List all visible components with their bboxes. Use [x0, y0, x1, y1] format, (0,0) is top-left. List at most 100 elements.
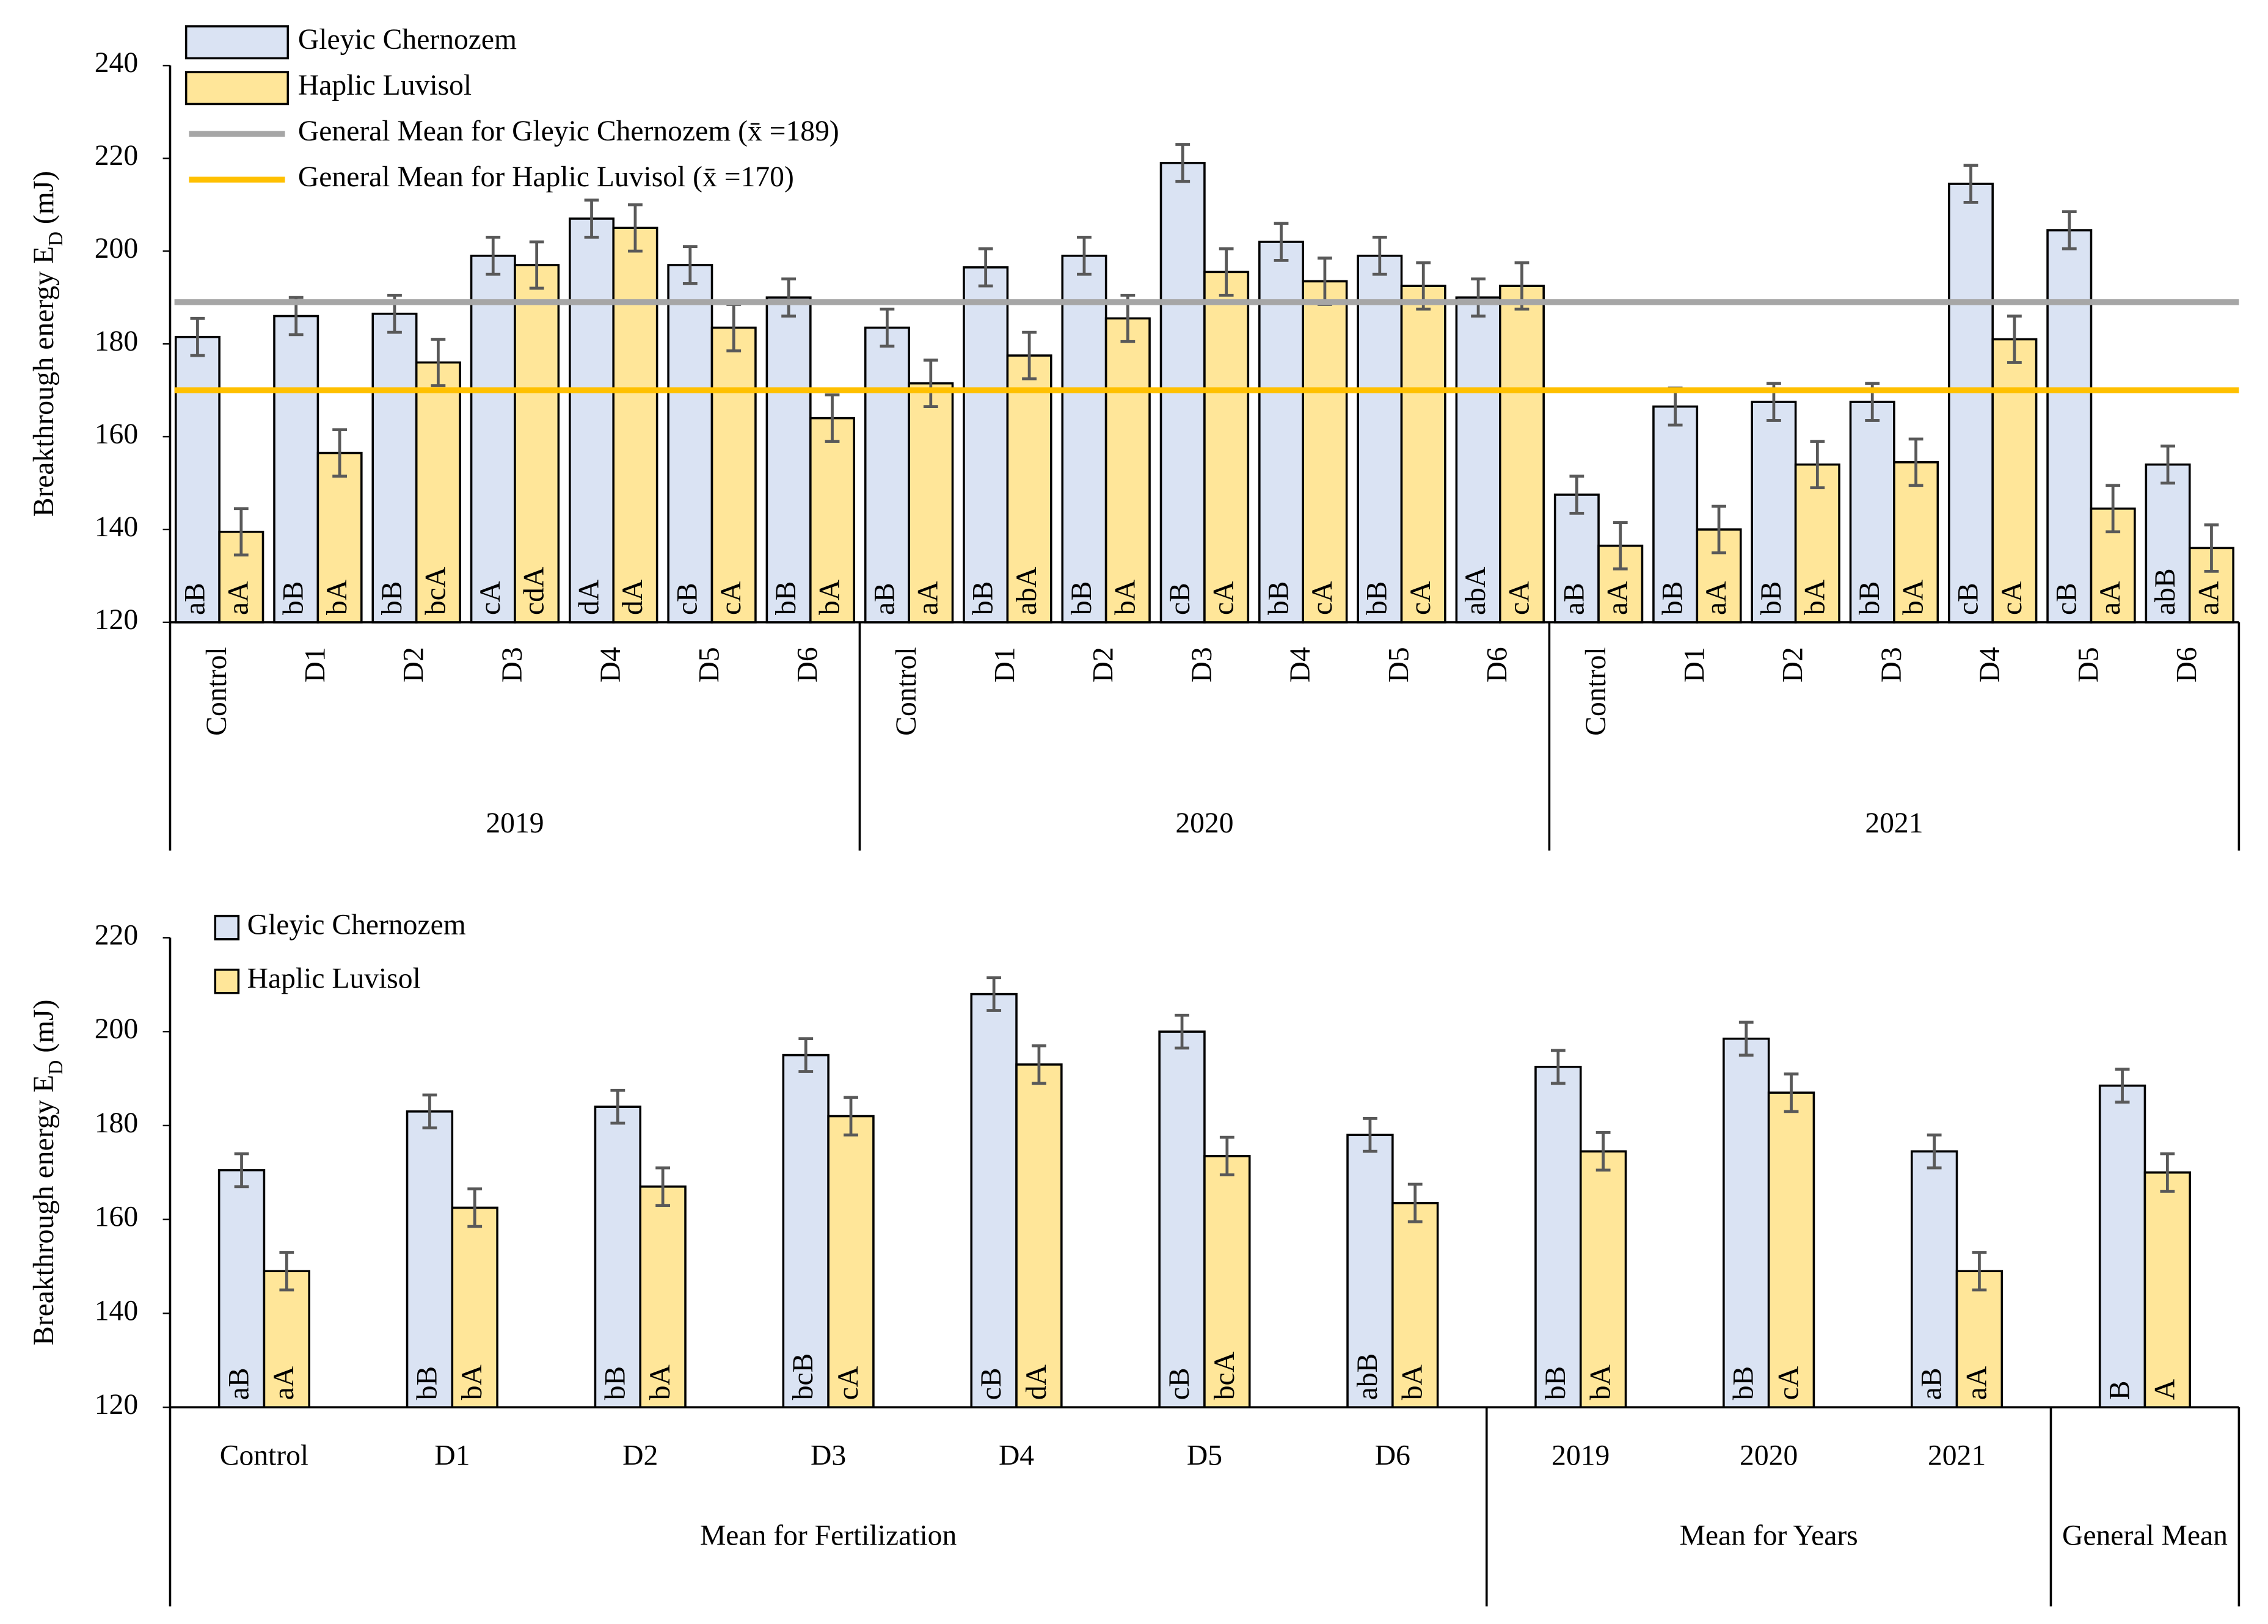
bar	[963, 266, 1009, 624]
y-tick-label: 160	[95, 418, 138, 450]
bar	[1455, 296, 1501, 624]
error-bar	[2160, 444, 2175, 485]
y-axis-title: Breakthrough energy ED (mJ)	[28, 171, 67, 517]
bar	[1400, 285, 1446, 624]
error-bar	[1032, 1044, 1046, 1085]
y-tick-label: 240	[95, 47, 138, 79]
significance-letter: abB	[1352, 1353, 1384, 1400]
significance-letter: bB	[1756, 581, 1787, 615]
bar	[1104, 317, 1151, 624]
significance-letter: bcA	[420, 566, 451, 615]
error-bar	[190, 316, 205, 357]
group-label: General Mean	[2062, 1520, 2228, 1551]
legend-label: General Mean for Haplic Luvisol (x̄ =170…	[298, 161, 794, 193]
legend-swatch	[184, 71, 290, 106]
error-bar	[682, 245, 698, 285]
y-tick-label: 140	[95, 1295, 138, 1327]
significance-letter: bA	[1898, 579, 1930, 615]
error-bar	[584, 198, 599, 239]
error-bar	[978, 247, 993, 288]
bar	[1991, 338, 2038, 624]
error-bar	[1219, 247, 1234, 297]
significance-letter: bA	[814, 579, 845, 615]
significance-letter: bB	[278, 581, 310, 615]
significance-letter: bB	[1657, 581, 1689, 615]
significance-letter: aB	[869, 583, 900, 615]
significance-letter: bB	[411, 1366, 443, 1400]
group-label: 2019	[486, 807, 544, 839]
x-tick-label: D4	[1285, 647, 1316, 682]
error-bar	[655, 1166, 671, 1207]
error-bar	[2062, 210, 2077, 250]
y-axis-title-part: D	[45, 1060, 67, 1075]
x-tick-label: Control	[1580, 647, 1612, 735]
bar	[639, 1185, 687, 1408]
significance-letter: abA	[1460, 566, 1492, 615]
x-tick-label: D4	[999, 1440, 1034, 1471]
error-bar	[1550, 1049, 1566, 1085]
x-tick-label: D1	[989, 647, 1021, 682]
bar	[1498, 285, 1545, 624]
error-bar	[1077, 235, 1092, 276]
significance-letter: dA	[1021, 1364, 1052, 1400]
error-bar	[1407, 1182, 1423, 1223]
bar	[765, 296, 812, 624]
significance-letter: dA	[573, 579, 605, 615]
error-bar	[825, 393, 840, 443]
y-axis-title-part: (mJ)	[28, 171, 60, 231]
error-bar	[880, 307, 895, 348]
error-bar	[1595, 1131, 1611, 1172]
legend-label: Haplic Luvisol	[298, 70, 472, 101]
bar	[1302, 280, 1348, 624]
bar	[908, 382, 954, 624]
significance-letter: bB	[770, 581, 802, 615]
bar	[2145, 463, 2191, 624]
significance-letter: cA	[833, 1366, 864, 1400]
x-tick-label: D4	[595, 647, 627, 682]
significance-letter: aA	[913, 581, 944, 615]
significance-letter: bB	[1263, 581, 1294, 615]
x-tick-label: D1	[1679, 647, 1710, 682]
bar	[827, 1115, 875, 1408]
bar	[710, 326, 757, 624]
y-tick-label: 200	[95, 233, 138, 264]
x-tick-label: 2021	[1928, 1440, 1986, 1471]
significance-letter: cA	[1208, 581, 1240, 615]
significance-letter: aB	[179, 583, 211, 615]
legend-label: Haplic Luvisol	[247, 963, 421, 995]
significance-letter: cA	[715, 581, 747, 615]
bar	[1258, 241, 1305, 624]
bar	[2143, 1171, 2192, 1408]
significance-letter: cA	[1307, 581, 1338, 615]
y-tick-label: 120	[95, 1389, 138, 1421]
error-bar	[1908, 437, 1923, 487]
y-axis-title-part: Breakthrough energy E	[28, 1075, 60, 1345]
y-axis-title-part: (mJ)	[28, 1000, 60, 1060]
significance-letter: bA	[644, 1364, 676, 1400]
bar	[1346, 1134, 1394, 1408]
significance-letter: cA	[1996, 581, 2028, 615]
significance-letter: cA	[1773, 1366, 1804, 1400]
error-bar	[2007, 315, 2022, 364]
error-bar	[486, 235, 501, 276]
significance-letter: bB	[1362, 581, 1393, 615]
bar	[569, 217, 615, 624]
x-tick-label: D4	[1974, 647, 2006, 682]
error-bar	[1712, 504, 1726, 555]
bar	[1391, 1201, 1439, 1408]
significance-letter: aB	[223, 1367, 255, 1400]
significance-letter: aA	[2193, 581, 2225, 615]
legend-swatch	[214, 968, 240, 994]
group-label: Mean for Years	[1680, 1520, 1858, 1551]
significance-letter: cdA	[519, 566, 550, 615]
error-bar	[844, 1096, 858, 1137]
bar	[1158, 1030, 1206, 1408]
significance-letter: cB	[672, 583, 704, 615]
group-label: 2020	[1175, 807, 1233, 839]
legend-swatch	[214, 914, 240, 941]
bar	[1061, 254, 1107, 624]
significance-letter: cA	[1503, 581, 1535, 615]
error-bar	[1972, 1251, 1987, 1292]
bar	[594, 1105, 642, 1408]
